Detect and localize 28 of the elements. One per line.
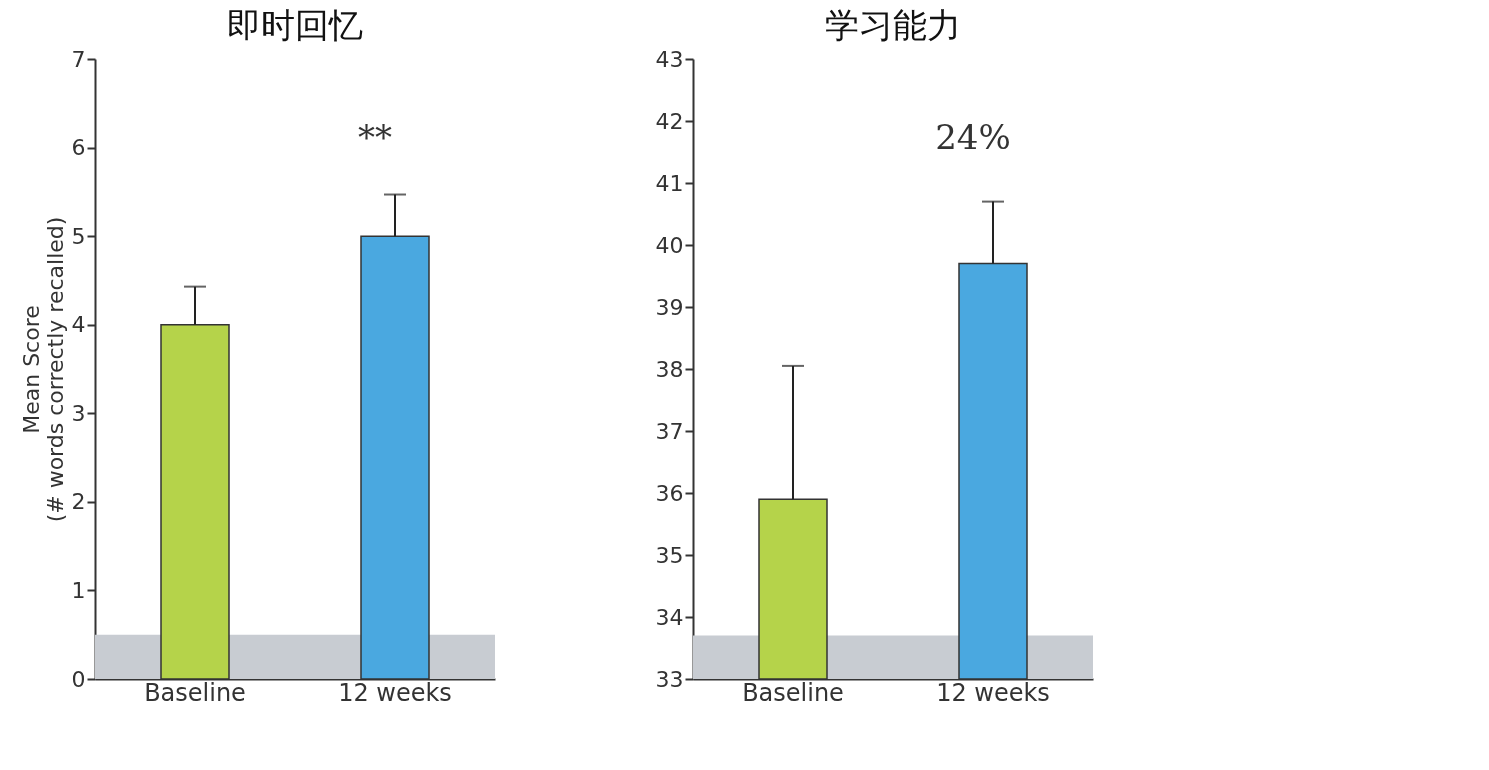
y-tick-label: 2 <box>71 489 86 515</box>
y-tick-label: 40 <box>655 232 684 258</box>
y-tick-label: 0 <box>71 666 86 692</box>
x-tick-label: Baseline <box>742 678 844 707</box>
y-tick-label: 4 <box>71 312 86 338</box>
x-tick-label: 12 weeks <box>338 678 452 707</box>
x-tick-label: Baseline <box>144 678 246 707</box>
y-tick-label: 5 <box>71 223 86 249</box>
y-tick-label: 6 <box>71 135 86 161</box>
y-tick-label: 34 <box>655 604 684 630</box>
y-tick-label: 37 <box>655 418 684 444</box>
y-tick-label: 3 <box>71 400 86 426</box>
y-axis-title: Mean Score (# words correctly recalled) <box>18 216 68 523</box>
y-tick-label: 41 <box>655 170 684 196</box>
x-tick-label: 12 weeks <box>936 678 1050 707</box>
y-tick-label: 35 <box>655 542 684 568</box>
y-tick-label: 38 <box>655 356 684 382</box>
y-tick-label: 1 <box>71 577 86 603</box>
y-tick-label: 39 <box>655 294 684 320</box>
chart-title: 学习能力 <box>825 5 961 45</box>
y-tick-label: 43 <box>655 46 684 72</box>
y-tick-label: 36 <box>655 480 684 506</box>
y-tick-label: 42 <box>655 108 684 134</box>
annotation: 24% <box>935 117 1011 157</box>
annotation: ** <box>358 117 392 157</box>
chart-title: 即时回忆 <box>227 5 363 45</box>
y-tick-label: 33 <box>655 666 684 692</box>
y-tick-label: 7 <box>71 46 86 72</box>
